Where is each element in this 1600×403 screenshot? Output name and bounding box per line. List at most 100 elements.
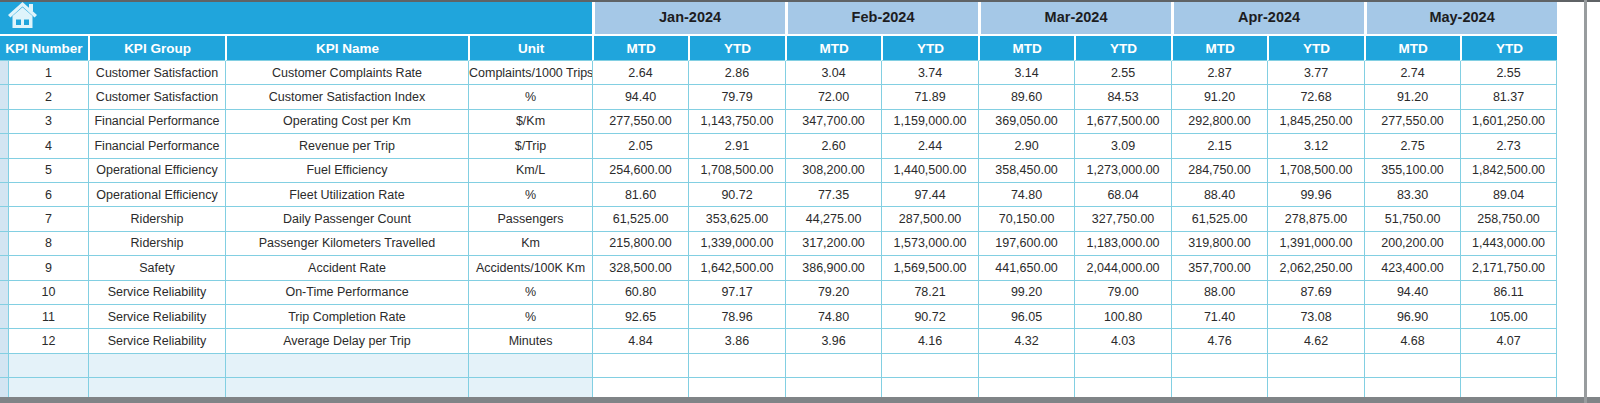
- value-cell[interactable]: 2,044,000.00: [1074, 256, 1171, 280]
- value-cell[interactable]: 94.40: [1364, 281, 1460, 305]
- kpi-unit-cell[interactable]: %: [468, 281, 592, 305]
- value-cell[interactable]: 287,500.00: [881, 207, 978, 231]
- value-cell[interactable]: 277,550.00: [592, 110, 688, 134]
- subheader-mtd[interactable]: MTD: [1364, 36, 1460, 61]
- value-cell[interactable]: 2.86: [688, 61, 785, 85]
- value-cell[interactable]: 3.14: [978, 61, 1074, 85]
- value-cell[interactable]: 2.74: [1364, 61, 1460, 85]
- home-icon[interactable]: [7, 1, 38, 34]
- kpi-group-cell[interactable]: Ridership: [88, 232, 225, 256]
- value-cell[interactable]: [881, 354, 978, 378]
- value-cell[interactable]: [688, 354, 785, 378]
- value-cell[interactable]: 1,143,750.00: [688, 110, 785, 134]
- kpi-name-cell[interactable]: Daily Passenger Count: [225, 207, 468, 231]
- kpi-name-cell[interactable]: Customer Satisfaction Index: [225, 85, 468, 109]
- kpi-name-cell[interactable]: Revenue per Trip: [225, 134, 468, 158]
- value-cell[interactable]: 78.96: [688, 305, 785, 329]
- kpi-group-cell[interactable]: Service Reliability: [88, 281, 225, 305]
- month-header-apr[interactable]: Apr-2024: [1171, 0, 1364, 36]
- value-cell[interactable]: 71.40: [1171, 305, 1267, 329]
- value-cell[interactable]: [592, 354, 688, 378]
- kpi-unit-cell[interactable]: $/Trip: [468, 134, 592, 158]
- value-cell[interactable]: 423,400.00: [1364, 256, 1460, 280]
- value-cell[interactable]: 78.21: [881, 281, 978, 305]
- value-cell[interactable]: 1,708,500.00: [688, 159, 785, 183]
- value-cell[interactable]: 61,525.00: [592, 207, 688, 231]
- value-cell[interactable]: 2.91: [688, 134, 785, 158]
- value-cell[interactable]: 2,171,750.00: [1460, 256, 1557, 280]
- value-cell[interactable]: 358,450.00: [978, 159, 1074, 183]
- kpi-number-cell[interactable]: 1: [8, 61, 88, 85]
- value-cell[interactable]: 90.72: [688, 183, 785, 207]
- value-cell[interactable]: 72.68: [1267, 85, 1364, 109]
- column-header-kpi-number[interactable]: KPI Number: [0, 36, 88, 61]
- column-header-kpi-group[interactable]: KPI Group: [88, 36, 225, 61]
- value-cell[interactable]: 277,550.00: [1364, 110, 1460, 134]
- value-cell[interactable]: 1,573,000.00: [881, 232, 978, 256]
- kpi-name-cell[interactable]: [225, 354, 468, 378]
- kpi-number-cell[interactable]: 2: [8, 85, 88, 109]
- value-cell[interactable]: 1,642,500.00: [688, 256, 785, 280]
- value-cell[interactable]: 347,700.00: [785, 110, 881, 134]
- value-cell[interactable]: 4.07: [1460, 329, 1557, 353]
- kpi-unit-cell[interactable]: Minutes: [468, 329, 592, 353]
- value-cell[interactable]: 2,062,250.00: [1267, 256, 1364, 280]
- value-cell[interactable]: 1,569,500.00: [881, 256, 978, 280]
- value-cell[interactable]: 87.69: [1267, 281, 1364, 305]
- value-cell[interactable]: 2.87: [1171, 61, 1267, 85]
- subheader-ytd[interactable]: YTD: [1074, 36, 1171, 61]
- value-cell[interactable]: 1,440,500.00: [881, 159, 978, 183]
- value-cell[interactable]: 1,273,000.00: [1074, 159, 1171, 183]
- value-cell[interactable]: 308,200.00: [785, 159, 881, 183]
- value-cell[interactable]: 4.84: [592, 329, 688, 353]
- value-cell[interactable]: 3.09: [1074, 134, 1171, 158]
- kpi-name-cell[interactable]: Customer Complaints Rate: [225, 61, 468, 85]
- kpi-unit-cell[interactable]: $/Km: [468, 110, 592, 134]
- value-cell[interactable]: 1,391,000.00: [1267, 232, 1364, 256]
- value-cell[interactable]: 369,050.00: [978, 110, 1074, 134]
- value-cell[interactable]: 71.89: [881, 85, 978, 109]
- subheader-ytd[interactable]: YTD: [881, 36, 978, 61]
- month-header-mar[interactable]: Mar-2024: [978, 0, 1171, 36]
- kpi-group-cell[interactable]: Safety: [88, 256, 225, 280]
- value-cell[interactable]: 105.00: [1460, 305, 1557, 329]
- kpi-unit-cell[interactable]: %: [468, 183, 592, 207]
- value-cell[interactable]: [1171, 354, 1267, 378]
- value-cell[interactable]: 79.20: [785, 281, 881, 305]
- value-cell[interactable]: 1,842,500.00: [1460, 159, 1557, 183]
- value-cell[interactable]: 1,601,250.00: [1460, 110, 1557, 134]
- value-cell[interactable]: 90.72: [881, 305, 978, 329]
- value-cell[interactable]: 2.90: [978, 134, 1074, 158]
- value-cell[interactable]: [1074, 354, 1171, 378]
- kpi-unit-cell[interactable]: Passengers: [468, 207, 592, 231]
- value-cell[interactable]: 89.04: [1460, 183, 1557, 207]
- value-cell[interactable]: 2.44: [881, 134, 978, 158]
- value-cell[interactable]: 51,750.00: [1364, 207, 1460, 231]
- column-header-unit[interactable]: Unit: [468, 36, 592, 61]
- kpi-number-cell[interactable]: 7: [8, 207, 88, 231]
- value-cell[interactable]: 89.60: [978, 85, 1074, 109]
- value-cell[interactable]: 1,443,000.00: [1460, 232, 1557, 256]
- value-cell[interactable]: 254,600.00: [592, 159, 688, 183]
- kpi-unit-cell[interactable]: Complaints/1000 Trips: [468, 61, 592, 85]
- value-cell[interactable]: 3.04: [785, 61, 881, 85]
- value-cell[interactable]: 99.20: [978, 281, 1074, 305]
- value-cell[interactable]: 4.76: [1171, 329, 1267, 353]
- kpi-number-cell[interactable]: 4: [8, 134, 88, 158]
- subheader-mtd[interactable]: MTD: [978, 36, 1074, 61]
- value-cell[interactable]: 86.11: [1460, 281, 1557, 305]
- kpi-group-cell[interactable]: Service Reliability: [88, 329, 225, 353]
- value-cell[interactable]: 72.00: [785, 85, 881, 109]
- kpi-number-cell[interactable]: 3: [8, 110, 88, 134]
- value-cell[interactable]: 74.80: [785, 305, 881, 329]
- column-header-kpi-name[interactable]: KPI Name: [225, 36, 468, 61]
- value-cell[interactable]: 3.96: [785, 329, 881, 353]
- kpi-name-cell[interactable]: Fuel Efficiency: [225, 159, 468, 183]
- kpi-group-cell[interactable]: Customer Satisfaction: [88, 85, 225, 109]
- kpi-number-cell[interactable]: 6: [8, 183, 88, 207]
- kpi-group-cell[interactable]: Customer Satisfaction: [88, 61, 225, 85]
- month-header-may[interactable]: May-2024: [1364, 0, 1557, 36]
- value-cell[interactable]: 317,200.00: [785, 232, 881, 256]
- subheader-ytd[interactable]: YTD: [1460, 36, 1557, 61]
- value-cell[interactable]: 96.90: [1364, 305, 1460, 329]
